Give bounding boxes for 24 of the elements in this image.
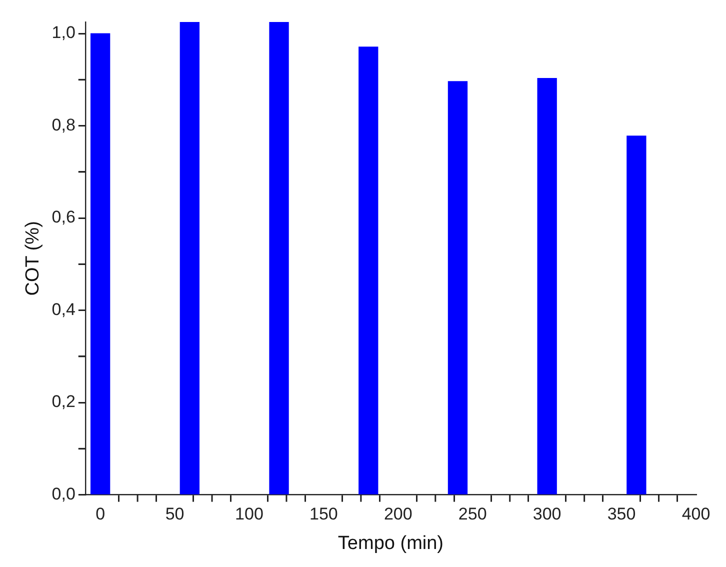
x-tick-label: 150 (310, 504, 338, 524)
x-tick-label: 50 (165, 504, 184, 524)
x-tick-label: 400 (682, 504, 710, 524)
x-tick-label: 250 (458, 504, 487, 524)
y-axis-title: COT (%) (22, 221, 44, 296)
y-tick-label: 0,4 (52, 300, 76, 319)
y-tick-label: 0,2 (52, 392, 76, 412)
x-tick-label: 100 (235, 504, 264, 524)
bar (448, 81, 468, 494)
x-tick-label: 300 (532, 504, 562, 524)
y-tick-label: 0,6 (52, 208, 76, 227)
bar (626, 136, 646, 494)
x-axis-title: Tempo (min) (338, 532, 444, 554)
bar (90, 33, 110, 494)
y-tick-label: 1,0 (52, 23, 76, 42)
y-tick-label: 0,8 (52, 115, 76, 134)
x-tick-label: 0 (96, 504, 106, 524)
bar (358, 46, 378, 494)
bar (180, 22, 200, 494)
bar (269, 22, 289, 494)
x-tick-label: 200 (384, 504, 412, 524)
x-tick-label: 350 (607, 504, 636, 524)
bar (537, 78, 557, 494)
y-tick-label: 0,0 (52, 484, 76, 504)
